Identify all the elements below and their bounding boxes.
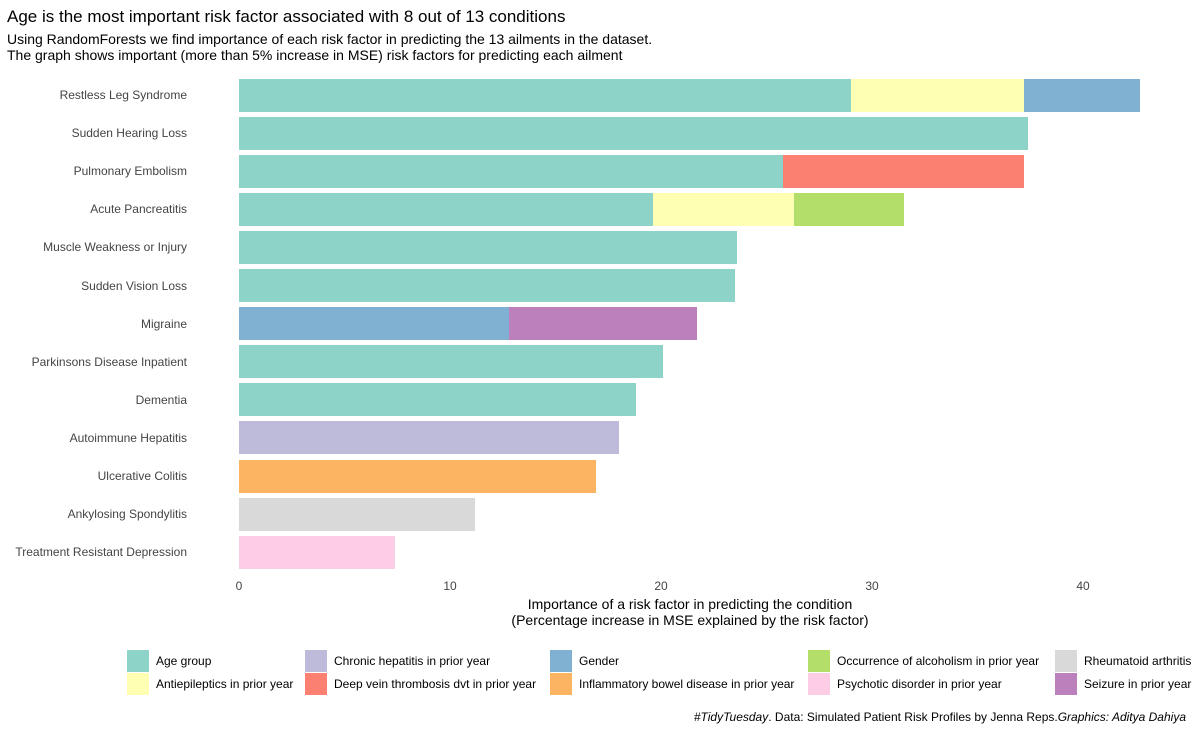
y-tick-label: Dementia [135,392,187,407]
bar-segment [239,535,396,569]
bar-segment [652,192,794,226]
bar-segment [239,345,664,379]
legend-label: Psychotic disorder in prior year [837,677,1002,691]
x-tick-label: 0 [235,579,243,593]
legend-label: Chronic hepatitis in prior year [334,654,491,668]
legend-item: Gender [550,650,619,672]
bar-segment [239,78,851,112]
legend-swatch [305,673,327,695]
y-tick-label: Ankylosing Spondylitis [67,507,187,522]
bar-segment [239,192,653,226]
x-axis-label-line-2: (Percentage increase in MSE explained by… [511,612,869,628]
legend-swatch [550,650,572,672]
legend-label: Deep vein thrombosis dvt in prior year [334,677,537,691]
legend-swatch [550,673,572,695]
legend-item: Seizure in prior year [1055,673,1191,695]
legend-item: Psychotic disorder in prior year [808,673,1002,695]
chart-title: Age is the most important risk factor as… [7,7,566,26]
y-tick-label: Acute Pancreatitis [90,202,187,217]
x-tick-label: 20 [654,579,668,593]
y-tick-label: Autoimmune Hepatitis [69,430,187,445]
y-tick-label: Restless Leg Syndrome [59,88,187,102]
legend-label: Inflammatory bowel disease in prior year [579,677,795,691]
y-tick-label: Ulcerative Colitis [97,469,187,483]
legend-label: Antiepileptics in prior year [156,677,294,691]
legend-item: Occurrence of alcoholism in prior year [808,650,1039,672]
bar-segment [239,421,619,455]
bar-segment [793,192,904,226]
bar-segment [239,230,737,264]
subtitle-line-2: The graph shows important (more than 5% … [7,47,623,63]
caption-graphics: Graphics: Aditya Dahiya [1057,710,1186,724]
legend-swatch [127,650,149,672]
legend-label: Age group [156,654,212,668]
legend-item: Rheumatoid arthritis [1055,650,1191,672]
bar-segment [239,459,596,493]
bar-segment [1023,78,1140,112]
caption: #TidyTuesday. Data: Simulated Patient Ri… [694,710,1186,724]
legend-label: Seizure in prior year [1084,677,1192,691]
y-tick-label: Muscle Weakness or Injury [43,240,187,255]
x-axis-label-line-1: Importance of a risk factor in predictin… [527,596,853,612]
legend-item: Inflammatory bowel disease in prior year [550,673,794,695]
bar-segment [239,154,784,188]
legend-item: Chronic hepatitis in prior year [305,650,490,672]
legend-label: Gender [579,654,620,668]
legend-swatch [808,673,830,695]
y-tick-label: Pulmonary Embolism [73,164,187,179]
bar-segment [239,269,735,302]
legend-item: Age group [127,650,211,672]
legend-label: Occurrence of alcoholism in prior year [837,654,1040,668]
bar-segment [239,383,636,417]
legend-swatch [1055,673,1077,695]
legend-label: Rheumatoid arthritis [1084,654,1192,668]
x-tick-label: 30 [865,579,879,593]
bar-segment [239,116,1029,150]
caption-data: . Data: Simulated Patient Risk Profiles … [768,710,1058,724]
y-tick-label: Sudden Vision Loss [81,278,187,293]
x-tick-label: 10 [443,579,457,593]
legend-swatch [127,673,149,695]
bar-segment [509,307,697,341]
y-tick-label: Migraine [140,316,187,331]
y-tick-label: Treatment Resistant Depression [15,545,187,560]
y-tick-label: Sudden Hearing Loss [71,126,187,141]
bar-segment [239,307,510,341]
legend-swatch [305,650,327,672]
legend-item: Antiepileptics in prior year [127,673,293,695]
legend-item: Deep vein thrombosis dvt in prior year [305,673,536,695]
bar-segment [783,154,1024,188]
y-tick-label: Parkinsons Disease Inpatient [31,354,187,369]
subtitle-line-1: Using RandomForests we find importance o… [7,31,653,47]
caption-tag: #TidyTuesday [693,710,769,724]
x-tick-label: 40 [1076,579,1090,593]
bar-segment [850,78,1024,112]
legend-swatch [1055,650,1077,672]
bar-segment [239,497,476,531]
legend-swatch [808,650,830,672]
